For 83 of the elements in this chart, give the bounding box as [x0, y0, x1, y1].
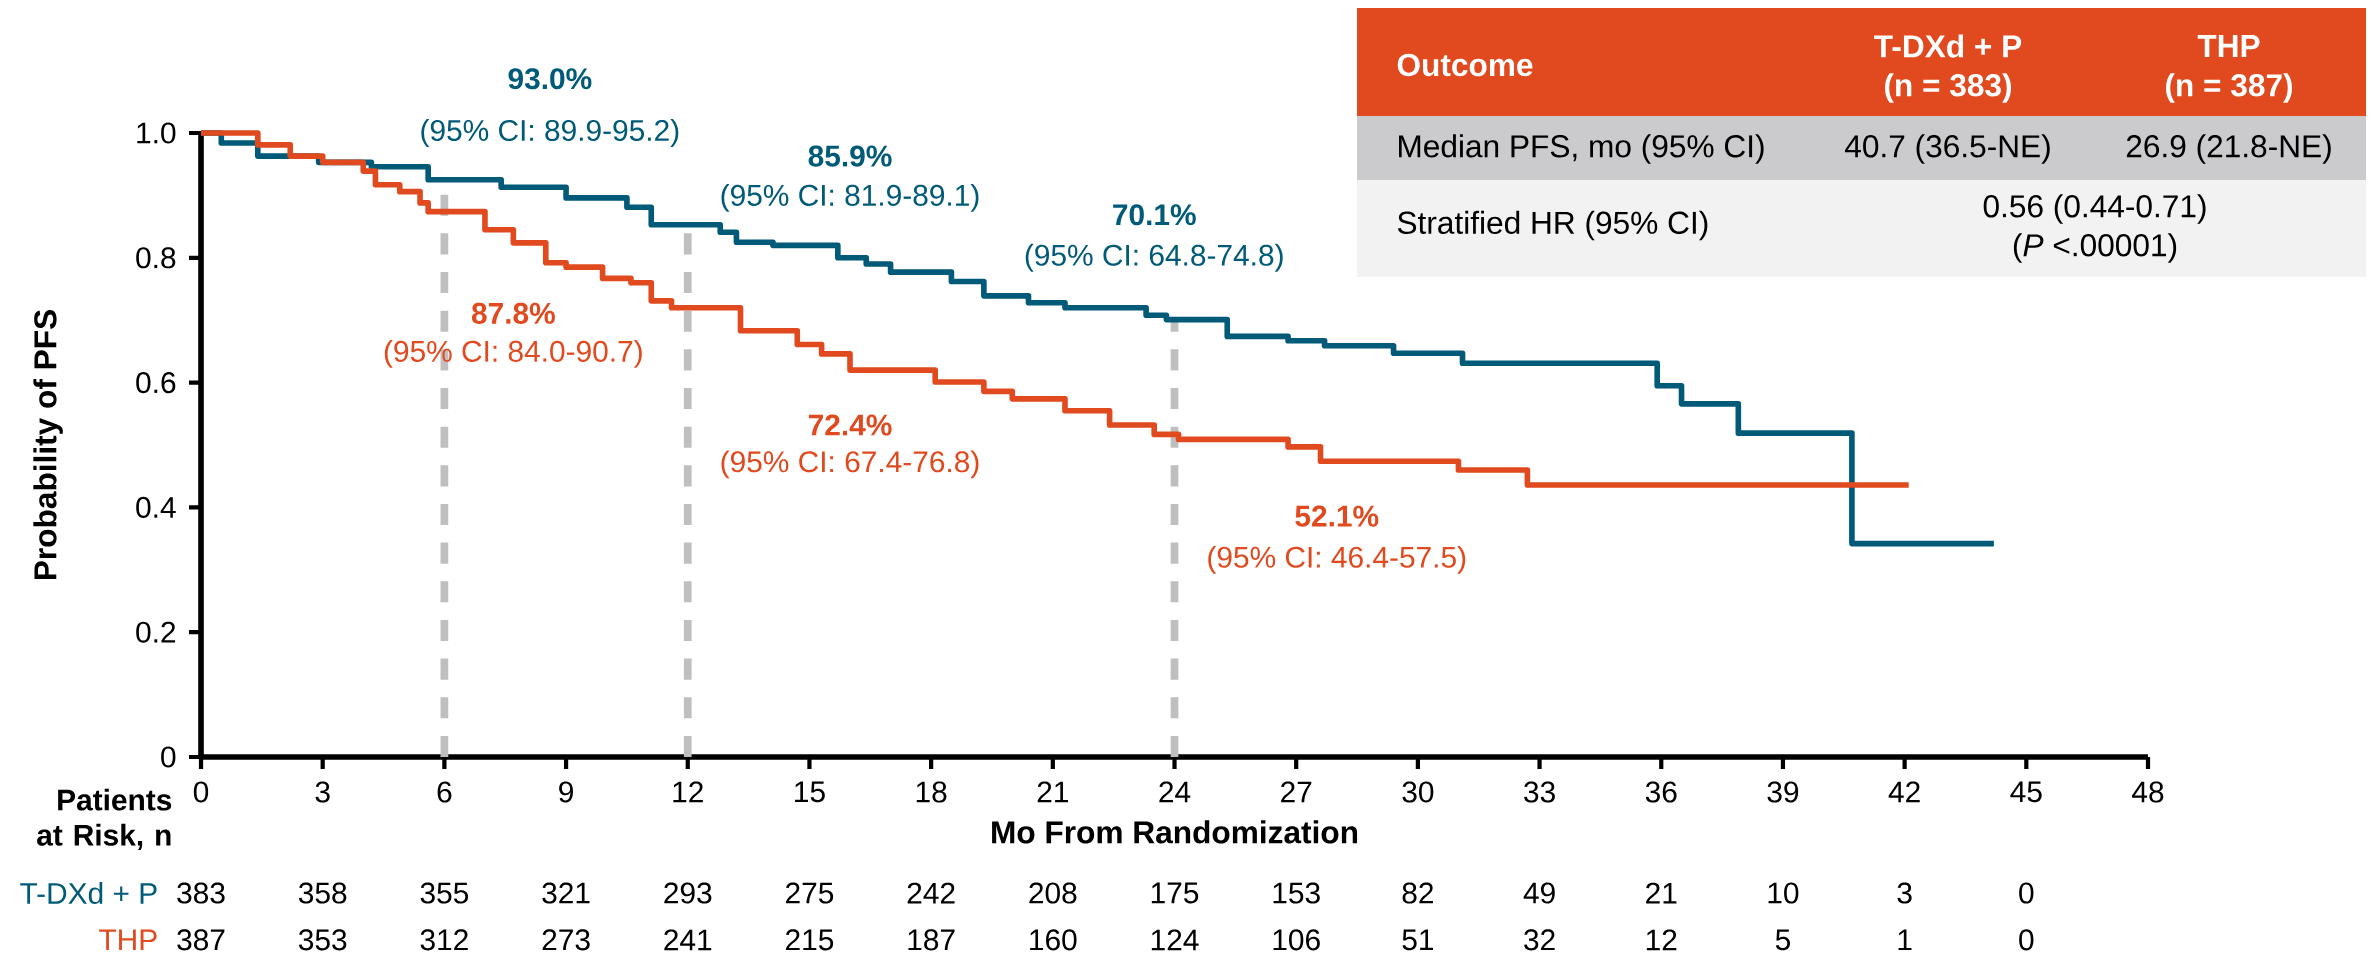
annotation: Stratified HR (95% CI) [1397, 210, 1708, 241]
text: 0 [2019, 882, 2034, 904]
x-tick-label: 18 [916, 781, 947, 803]
text: 32 [1524, 929, 1555, 951]
annotation: (95% CI: 84.0-90.7) [384, 339, 642, 368]
annotation: (95% CI: 89.9-95.2) [421, 119, 679, 147]
annotation: 0.56 (0.44-0.71) [1983, 194, 2206, 224]
annotation: (P <.00001) [2013, 233, 2177, 263]
text: 160 [1030, 929, 1077, 951]
y-axis-title: Probability of PFS [33, 310, 63, 580]
text: (n = 387) [2166, 73, 2293, 103]
y-tick-label: 1.0 [137, 122, 176, 144]
x-tick-label: 15 [795, 781, 825, 803]
text: (n = 383) [1885, 73, 2012, 103]
text: 93.0% [508, 68, 592, 90]
x-tick-label: 48 [2132, 781, 2164, 803]
text: 12 [1646, 929, 1677, 951]
text: Patients at Risk, n [37, 788, 172, 851]
annotation: (95% CI: 46.4-57.5) [1208, 545, 1466, 574]
y-tick-label: 0.6 [136, 372, 176, 394]
text: 355 [420, 882, 469, 904]
text: 153 [1273, 882, 1320, 904]
annotation: 70.1% [1113, 204, 1196, 226]
annotation: (95% CI: 64.8-74.8) [1025, 243, 1283, 272]
text: 124 [1151, 929, 1199, 951]
text: 51 [1402, 929, 1434, 951]
text: T-DXd + P [20, 882, 157, 904]
x-tick-label: 21 [1037, 781, 1068, 803]
text: 208 [1029, 882, 1077, 904]
y-tick-label: 0.4 [136, 496, 176, 518]
annotation: 87.8% [471, 302, 555, 324]
text: 215 [786, 929, 834, 951]
x-tick-label: 42 [1888, 781, 1920, 803]
text: 387 [177, 929, 225, 951]
text: 10 [1768, 882, 1799, 904]
text: 242 [907, 882, 955, 904]
x-tick-label: 3 [315, 781, 330, 803]
x-tick-label: 27 [1281, 781, 1312, 803]
text: 358 [298, 882, 347, 904]
annotation: 72.4% [808, 414, 892, 436]
x-tick-label: 24 [1159, 781, 1191, 803]
x-tick-label: 30 [1402, 781, 1434, 803]
text: 49 [1523, 882, 1555, 904]
x-tick-label: 45 [2010, 781, 2042, 803]
annotation: (95% CI: 67.4-76.8) [721, 450, 979, 479]
x-tick-label: 33 [1524, 781, 1555, 803]
x-axis-title: Mo From Randomization [992, 820, 1358, 844]
x-tick-label: 36 [1645, 781, 1677, 803]
text: 321 [542, 882, 590, 904]
annotation: 85.9% [808, 145, 892, 167]
y-tick-label: 0 [161, 746, 176, 768]
annotation: 26.9 (21.8-NE) [2126, 134, 2331, 164]
x-tick-label: 6 [437, 781, 452, 803]
y-tick-label: 0.2 [136, 621, 176, 643]
x-tick-label: 9 [559, 781, 573, 803]
x-tick-label: 12 [673, 781, 703, 803]
x-tick-label: 39 [1767, 781, 1799, 803]
x-tick-label: 0 [193, 781, 209, 803]
text: 175 [1151, 882, 1199, 904]
text: 353 [298, 929, 347, 951]
annotation: Median PFS, mo (95% CI) [1399, 134, 1764, 164]
y-tick-label: 0.8 [136, 247, 176, 269]
text: 106 [1273, 929, 1320, 951]
text: 383 [177, 882, 225, 904]
text: Outcome [1397, 53, 1533, 77]
text: 21 [1646, 882, 1677, 904]
text: THP [2197, 35, 2260, 57]
text: T-DXd + P [1874, 34, 2022, 58]
annotation: 40.7 (36.5-NE) [1845, 134, 2050, 164]
text: 187 [908, 929, 955, 951]
text: 293 [664, 882, 712, 904]
text: 82 [1402, 882, 1433, 904]
text: 273 [542, 929, 590, 951]
text: 5 [1775, 929, 1791, 951]
text: 1 [1898, 929, 1912, 951]
text: 0 [2019, 929, 2034, 951]
annotation: (95% CI: 81.9-89.1) [721, 183, 979, 212]
text: 312 [420, 929, 468, 951]
text: THP [99, 929, 157, 951]
text: 3 [1897, 882, 1912, 904]
text: 241 [664, 929, 712, 951]
annotation: 52.1% [1295, 505, 1379, 527]
text: 275 [786, 882, 834, 904]
